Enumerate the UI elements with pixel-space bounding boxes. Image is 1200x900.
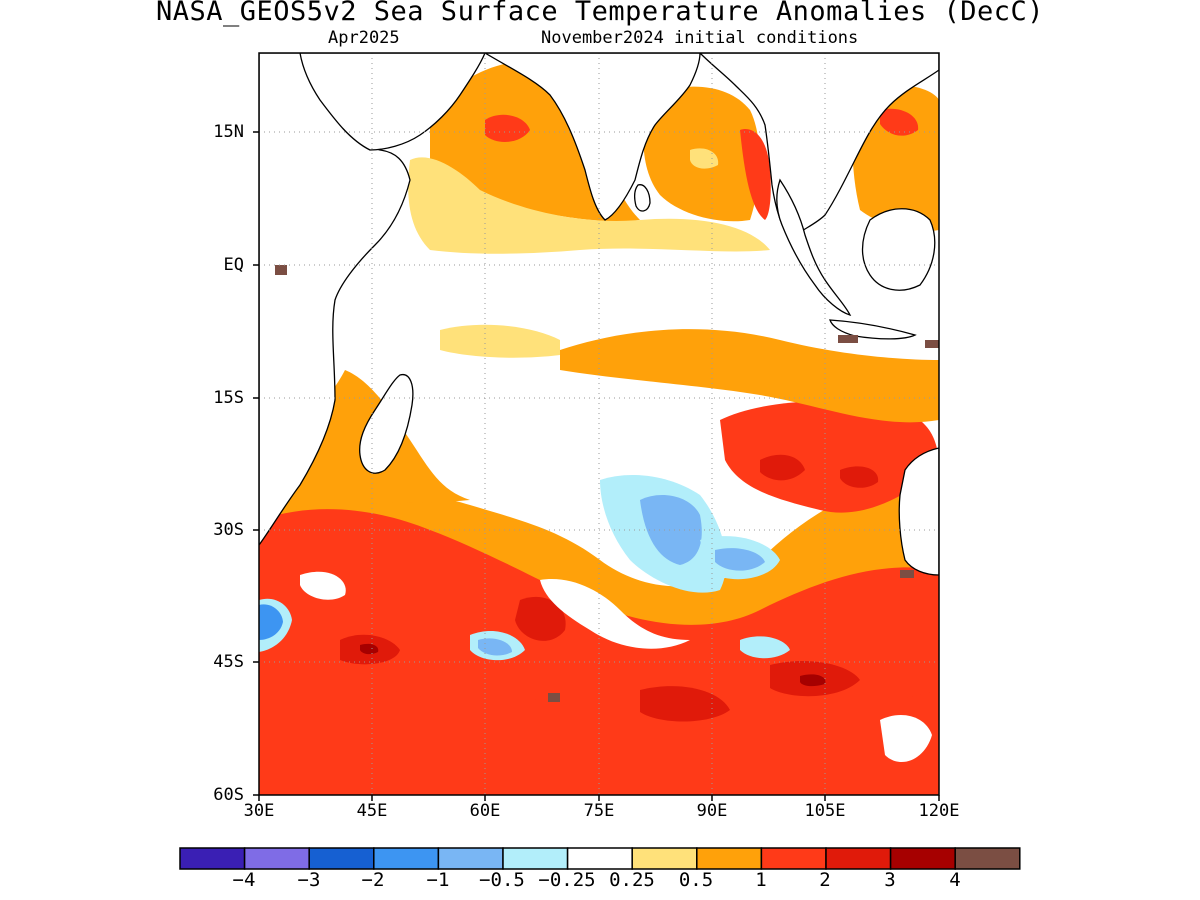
lon-label-45e: 45E [357,801,388,821]
colorbar-label: −2 [362,869,385,891]
lon-label-120e: 120E [919,801,960,821]
colorbar-swatch [697,848,762,869]
lat-label-60s: 60S [213,785,244,805]
lon-label-30e: 30E [244,801,275,821]
colorbar-swatch [180,848,245,869]
sst-anomaly-field [259,53,939,795]
colorbar-swatch [568,848,633,869]
lat-label-15n: 15N [213,122,244,142]
lon-label-105e: 105E [805,801,846,821]
colorbar-label: −4 [233,869,256,891]
colorbar-swatch [374,848,439,869]
map-canvas [0,0,1200,900]
colorbar-label: −0.25 [538,869,595,891]
colorbar-label: −3 [298,869,321,891]
colorbar-label: 0.25 [609,869,655,891]
lon-label-90e: 90E [697,801,728,821]
lat-label-45s: 45S [213,652,244,672]
colorbar-swatch [955,848,1020,869]
colorbar [180,848,1020,869]
colorbar-label: 4 [949,869,960,891]
lat-label-eq: EQ [224,255,244,275]
colorbar-label: 1 [755,869,766,891]
colorbar-swatch [826,848,891,869]
colorbar-label: 3 [884,869,895,891]
colorbar-swatch [891,848,956,869]
colorbar-label: −1 [427,869,450,891]
lat-label-30s: 30S [213,520,244,540]
colorbar-swatch [632,848,697,869]
colorbar-swatch [245,848,310,869]
lon-label-75e: 75E [584,801,615,821]
lat-label-15s: 15S [213,388,244,408]
lon-label-60e: 60E [470,801,501,821]
colorbar-swatch [309,848,374,869]
colorbar-label: 2 [819,869,830,891]
colorbar-swatch [503,848,568,869]
colorbar-swatch [761,848,826,869]
colorbar-swatch [438,848,503,869]
colorbar-label: 0.5 [679,869,713,891]
colorbar-label: −0.5 [479,869,525,891]
